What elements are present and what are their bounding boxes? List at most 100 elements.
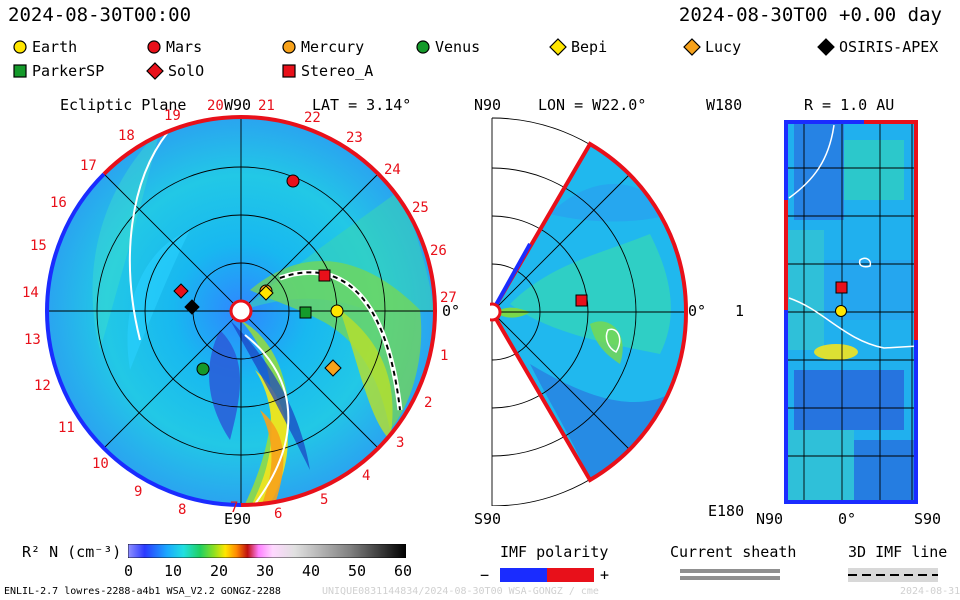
- legend-label: Venus: [435, 38, 481, 56]
- legend-label: Earth: [32, 38, 78, 56]
- stereo-a-marker: [318, 269, 331, 282]
- run-id-footer: UNIQUE0831144834/2024-08-30T00 WSA-GONGZ…: [322, 586, 599, 597]
- mercury-marker-icon: [282, 40, 296, 54]
- radial-n90-label: N90: [756, 510, 784, 528]
- carrington-label: 3: [396, 435, 405, 451]
- time-stamp-right: 2024-08-30T00 +0.00 day: [678, 4, 942, 26]
- legend-stereo-a: Stereo_A: [281, 62, 373, 80]
- model-footer: ENLIL-2.7 lowres-2288-a4b1 WSA_V2.2 GONG…: [4, 586, 281, 597]
- colorbar-label: R² N (cm⁻³): [22, 543, 122, 561]
- carrington-label: 24: [384, 162, 401, 178]
- imf-line-swatch: [848, 568, 938, 582]
- earth-marker: [330, 304, 344, 318]
- legend-label: Mars: [166, 38, 203, 56]
- mars-marker: [286, 174, 300, 188]
- legend-label: OSIRIS-APEX: [839, 38, 939, 56]
- carrington-label: 10: [92, 456, 109, 472]
- meridional-sun-icon: [490, 302, 502, 322]
- colorbar-tick: 10: [164, 562, 183, 580]
- carrington-label: 18: [118, 128, 135, 144]
- legend-label: ParkerSP: [32, 62, 105, 80]
- carrington-label: 7: [230, 500, 239, 516]
- current-sheath-swatch: [680, 569, 780, 580]
- time-stamp-left: 2024-08-30T00:00: [8, 4, 192, 26]
- legend-earth: Earth: [12, 38, 77, 56]
- meridional-plane-map: [490, 117, 689, 506]
- radial-earth-marker: [835, 305, 847, 317]
- radial-w180-label: W180: [706, 96, 743, 114]
- sun-icon: [229, 299, 253, 323]
- carrington-label: 6: [274, 506, 283, 522]
- carrington-label: 26: [430, 243, 447, 259]
- imf-polarity-label: IMF polarity: [500, 543, 609, 561]
- carrington-label: 2: [424, 395, 433, 411]
- parkersp-marker-icon: [13, 64, 27, 78]
- carrington-label: 11: [58, 420, 75, 436]
- density-colorbar: [128, 544, 406, 558]
- carrington-label: 19: [164, 108, 181, 124]
- carrington-label: 21: [258, 98, 275, 114]
- venus-marker: [196, 362, 210, 376]
- colorbar-tick: 60: [394, 562, 413, 580]
- radial-center-label: 1: [735, 302, 745, 320]
- legend-mercury: Mercury: [281, 38, 364, 56]
- carrington-label: 4: [362, 468, 371, 484]
- imf-polarity-minus: −: [480, 566, 490, 584]
- radial-e180-label: E180: [708, 502, 745, 520]
- solo-marker: [173, 283, 189, 299]
- solo-marker-icon: [146, 62, 164, 80]
- stereo-a-marker-icon: [282, 64, 296, 78]
- parkersp-marker: [299, 306, 312, 319]
- radial-s90-label: S90: [914, 510, 942, 528]
- meridional-stereo-a-marker: [575, 294, 588, 307]
- carrington-label: 5: [320, 492, 329, 508]
- colorbar-tick: 50: [348, 562, 367, 580]
- carrington-label: 9: [134, 484, 143, 500]
- meridional-lon: LON = W22.0°: [538, 96, 647, 114]
- current-sheath-label: Current sheath: [670, 543, 797, 561]
- ecliptic-polarity-negative: [44, 172, 242, 507]
- carrington-label: 22: [304, 110, 321, 126]
- lucy-marker: [324, 359, 342, 377]
- carrington-label: 15: [30, 238, 47, 254]
- ecliptic-w90-label: W90: [224, 96, 252, 114]
- ecliptic-e90-label: E90: [224, 510, 252, 528]
- date-footer: 2024-08-31: [900, 586, 960, 597]
- meridional-s90-label: S90: [474, 510, 502, 528]
- legend-solo: SolO: [146, 62, 204, 80]
- colorbar-tick: 40: [302, 562, 321, 580]
- ecliptic-title: Ecliptic Plane: [60, 96, 187, 114]
- legend-label: Mercury: [301, 38, 365, 56]
- colorbar-tick: 20: [210, 562, 229, 580]
- imf-polarity-swatch: [500, 568, 594, 582]
- legend-label: Lucy: [705, 38, 742, 56]
- radial-zero-label: 0°: [838, 510, 857, 528]
- carrington-label: 16: [50, 195, 67, 211]
- colorbar-tick: 30: [256, 562, 275, 580]
- earth-marker-icon: [13, 40, 27, 54]
- colorbar-tick: 0: [124, 562, 134, 580]
- radial-surface-map: [784, 120, 918, 504]
- lucy-marker-icon: [683, 38, 701, 56]
- ecliptic-zero-label: 0°: [442, 302, 461, 320]
- legend-parkersp: ParkerSP: [12, 62, 104, 80]
- carrington-label: 23: [346, 130, 363, 146]
- legend-lucy: Lucy: [683, 38, 741, 56]
- osiris-apex-marker: [184, 299, 200, 315]
- osiris-apex-marker-icon: [817, 38, 835, 56]
- carrington-label: 27: [440, 290, 457, 306]
- venus-marker-icon: [416, 40, 430, 54]
- radial-stereo-a-marker: [835, 281, 848, 294]
- legend-label: Bepi: [571, 38, 608, 56]
- meridional-polarity-outline: [490, 141, 689, 483]
- legend-mars: Mars: [146, 38, 202, 56]
- legend-bepi: Bepi: [549, 38, 607, 56]
- meridional-zero-label: 0°: [688, 302, 707, 320]
- ecliptic-polarity-positive: [240, 115, 438, 507]
- bepi-marker-icon: [549, 38, 567, 56]
- imf-polarity-plus: +: [600, 566, 610, 584]
- legend-osiris-apex: OSIRIS-APEX: [817, 38, 938, 56]
- ecliptic-imf-line-1: [128, 131, 169, 341]
- radial-r-label: R = 1.0 AU: [804, 96, 895, 114]
- legend-label: SolO: [168, 62, 205, 80]
